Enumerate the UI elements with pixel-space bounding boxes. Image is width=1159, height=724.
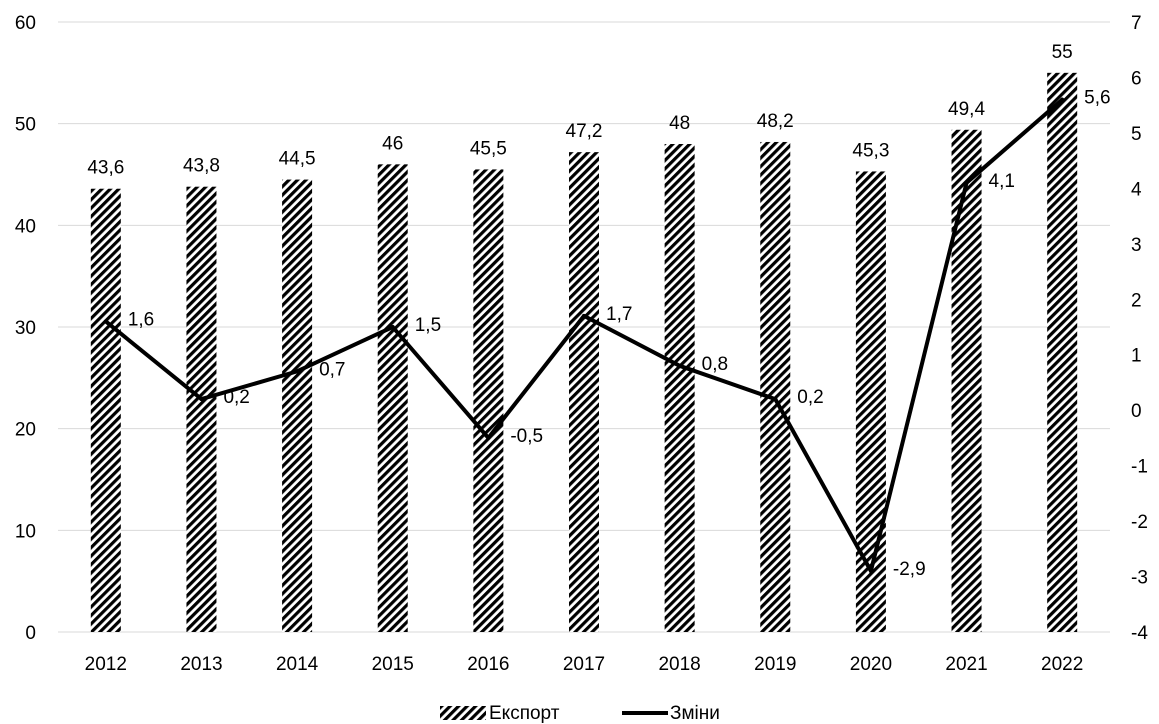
x-tick-label: 2018 xyxy=(658,654,700,675)
legend-swatch-export xyxy=(440,706,486,720)
right-tick-label: 0 xyxy=(1131,401,1142,422)
line-data-label: -0,5 xyxy=(510,426,543,447)
line-data-label: 0,2 xyxy=(223,387,249,408)
line-data-label: 1,6 xyxy=(128,309,154,330)
bar-data-label: 44,5 xyxy=(279,149,316,170)
line-data-label: -2,9 xyxy=(893,559,926,580)
line-point-changes xyxy=(390,325,395,329)
bar-export xyxy=(760,141,791,632)
right-tick-label: 3 xyxy=(1131,235,1142,256)
line-data-label: 4,1 xyxy=(989,171,1015,192)
line-point-changes xyxy=(773,397,778,402)
line-point-changes xyxy=(868,569,873,573)
line-point-changes xyxy=(103,319,108,324)
right-tick-label: 4 xyxy=(1131,179,1142,200)
data-labels: 43,6 43,8 44,5 46 45,5 47,2 48 48,2 45,3 49,4 55 1,… xyxy=(87,42,1110,580)
x-tick-label: 2015 xyxy=(372,654,414,675)
right-tick-label: -4 xyxy=(1131,623,1148,644)
left-y-axis: 0 10 20 30 40 50 60 xyxy=(15,13,36,644)
line-point-changes xyxy=(199,397,204,402)
right-tick-label: 7 xyxy=(1131,13,1142,34)
left-tick-label: 20 xyxy=(15,420,36,441)
left-tick-label: 40 xyxy=(15,216,36,237)
left-tick-label: 0 xyxy=(25,623,36,644)
left-tick-label: 10 xyxy=(15,521,36,542)
bar-data-label: 43,8 xyxy=(183,156,220,177)
right-y-axis: -4 -3 -2 -1 0 1 2 3 4 5 6 7 xyxy=(1131,13,1148,644)
bar-export xyxy=(90,188,121,632)
legend-label-changes: Зміни xyxy=(670,703,720,724)
x-tick-label: 2019 xyxy=(754,654,796,675)
right-tick-label: 5 xyxy=(1131,124,1142,145)
bar-data-label: 49,4 xyxy=(948,99,985,120)
right-tick-label: 6 xyxy=(1131,68,1142,89)
right-tick-label: -2 xyxy=(1131,512,1148,533)
bar-data-label: 48 xyxy=(669,113,690,134)
bar-export xyxy=(282,179,313,633)
bar-data-label: 55 xyxy=(1052,42,1073,63)
x-tick-label: 2017 xyxy=(563,654,605,675)
x-tick-label: 2012 xyxy=(85,654,127,675)
right-tick-label: -1 xyxy=(1131,457,1148,478)
left-tick-label: 60 xyxy=(15,13,36,34)
line-point-changes xyxy=(582,313,586,318)
x-tick-label: 2022 xyxy=(1041,654,1083,675)
bar-data-label: 48,2 xyxy=(757,111,794,132)
line-data-label: 0,8 xyxy=(702,354,728,375)
x-tick-label: 2020 xyxy=(850,654,892,675)
bar-export xyxy=(377,164,408,633)
x-tick-label: 2016 xyxy=(467,654,509,675)
line-point-changes xyxy=(677,363,682,368)
x-tick-label: 2014 xyxy=(276,654,319,675)
x-tick-label: 2013 xyxy=(180,654,222,675)
line-point-changes xyxy=(1060,97,1065,102)
bar-data-label: 46 xyxy=(382,133,403,154)
bar-export xyxy=(664,144,695,632)
legend-label-export: Експорт xyxy=(489,703,560,724)
bar-data-label: 43,6 xyxy=(87,158,124,179)
x-tick-label: 2021 xyxy=(945,654,987,675)
bar-export xyxy=(473,169,504,632)
right-tick-label: 1 xyxy=(1131,346,1142,367)
bar-export xyxy=(186,186,217,632)
bar-data-label: 45,3 xyxy=(852,140,889,161)
left-tick-label: 50 xyxy=(15,115,36,136)
right-tick-label: 2 xyxy=(1131,290,1142,311)
line-data-label: 0,7 xyxy=(319,359,345,380)
bar-export xyxy=(569,152,599,632)
legend: Експорт Зміни xyxy=(440,703,720,724)
bar-data-label: 45,5 xyxy=(470,138,507,159)
line-data-label: 1,7 xyxy=(606,304,632,325)
bar-export xyxy=(1047,72,1078,633)
left-tick-label: 30 xyxy=(15,318,36,339)
line-series-changes xyxy=(103,97,1065,573)
line-data-label: 1,5 xyxy=(415,315,441,336)
line-point-changes xyxy=(964,180,969,185)
bar-data-label: 47,2 xyxy=(566,121,603,142)
bar-export xyxy=(951,129,982,632)
bar-series-export xyxy=(90,72,1078,633)
right-tick-label: -3 xyxy=(1131,568,1148,589)
line-data-label: 5,6 xyxy=(1084,88,1110,109)
line-point-changes xyxy=(295,369,300,374)
line-data-label: 0,2 xyxy=(797,387,823,408)
line-point-changes xyxy=(486,435,491,440)
x-axis: 2012 2013 2014 2015 2016 2017 2018 2019 2020 2021… xyxy=(85,654,1084,675)
